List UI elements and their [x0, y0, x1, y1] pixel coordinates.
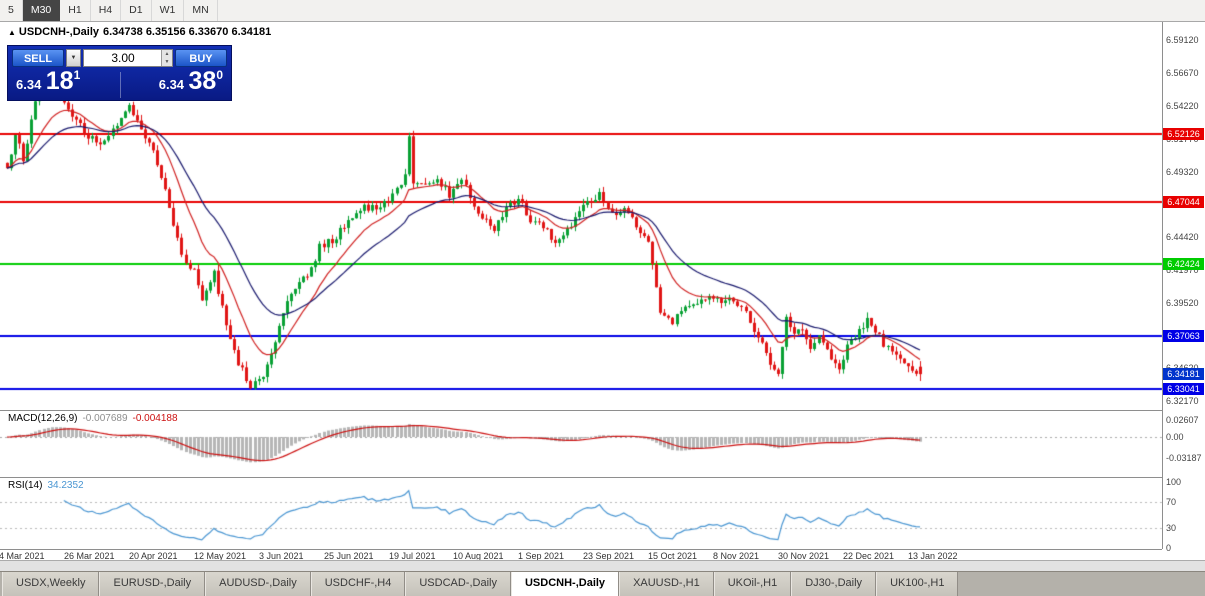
volume-stepper: ▲ ▼ — [161, 50, 172, 66]
date-label: 13 Jan 2022 — [908, 551, 958, 561]
chart-tab-xauusd-h1[interactable]: XAUUSD-,H1 — [619, 572, 714, 596]
sell-price[interactable]: 6.34 181 — [16, 68, 80, 94]
date-label: 25 Jun 2021 — [324, 551, 374, 561]
date-label: 10 Aug 2021 — [453, 551, 504, 561]
volume-input[interactable] — [83, 49, 173, 67]
chart-tab-ukoil-h1[interactable]: UKOil-,H1 — [713, 572, 792, 596]
horizontal-scrollbar[interactable] — [0, 560, 1205, 571]
volume-spin-up-icon[interactable]: ▲ — [161, 50, 172, 58]
chart-tab-usdcad-daily[interactable]: USDCAD-,Daily — [405, 572, 511, 596]
buy-price-pipette: 0 — [216, 68, 223, 82]
timeframe-button-w1[interactable]: W1 — [152, 0, 185, 21]
sell-button[interactable]: SELL — [12, 49, 64, 67]
volume-spin-down-icon[interactable]: ▼ — [161, 58, 172, 66]
chart-tab-uk100-h1[interactable]: UK100-,H1 — [876, 572, 959, 596]
level-price-badge: 6.37063 — [1163, 329, 1204, 342]
sell-price-base: 6.34 — [16, 77, 42, 92]
chart-tab-eurusd-daily[interactable]: EURUSD-,Daily — [99, 572, 206, 596]
date-label: 19 Jul 2021 — [389, 551, 436, 561]
date-label: 8 Nov 2021 — [713, 551, 760, 561]
price-divider — [120, 72, 121, 98]
level-price-badge: 6.52126 — [1163, 128, 1204, 141]
price-axis-label: 6.54220 — [1166, 101, 1199, 112]
chart-tab-usdcnh-daily[interactable]: USDCNH-,Daily — [510, 572, 620, 596]
one-click-collapse-icon[interactable]: ▲ — [8, 28, 16, 37]
rsi-indicator-label: RSI(14) 34.2352 — [8, 480, 84, 491]
one-click-trading-panel: SELL ▼ ▲ ▼ BUY 6.34 181 6.34 380 — [7, 45, 232, 101]
macd-axis-label: 0.00 — [1166, 432, 1184, 442]
price-axis-border[interactable] — [1162, 22, 1163, 549]
date-label: 23 Sep 2021 — [583, 551, 635, 561]
level-price-badge: 6.47044 — [1163, 196, 1204, 209]
price-axis-label: 6.41970 — [1166, 264, 1199, 275]
buy-price-pips: 38 — [188, 67, 217, 95]
date-label: 12 May 2021 — [194, 551, 247, 561]
macd-indicator-label: MACD(12,26,9) -0.007689 -0.004188 — [8, 413, 178, 424]
buy-price[interactable]: 6.34 380 — [159, 68, 223, 94]
chart-title: ▲ USDCNH-,Daily 6.34738 6.35156 6.33670 6.… — [8, 26, 275, 38]
rsi-axis-label: 100 — [1166, 477, 1182, 487]
timeframe-toolbar: 5 M30 H1 H4 D1 W1 MN — [0, 0, 1205, 22]
timeframe-button-m30[interactable]: M30 — [22, 0, 61, 21]
rsi-axis-label: 0 — [1166, 543, 1172, 553]
level-price-badge: 6.33041 — [1163, 383, 1204, 396]
timeframe-button-h4[interactable]: H4 — [91, 0, 122, 21]
date-label: 30 Nov 2021 — [778, 551, 830, 561]
date-label: 15 Oct 2021 — [648, 551, 698, 561]
date-label: 26 Mar 2021 — [64, 551, 115, 561]
chart-symbol-label: USDCNH-,Daily — [18, 26, 99, 38]
date-label: 1 Sep 2021 — [518, 551, 565, 561]
level-price-badge: 6.42424 — [1163, 257, 1204, 270]
order-type-dropdown[interactable]: ▼ — [66, 49, 81, 67]
rsi-axis-label: 70 — [1166, 496, 1177, 507]
buy-price-base: 6.34 — [158, 77, 185, 92]
timeframe-button-5[interactable]: 5 — [0, 0, 23, 21]
timeframe-button-d1[interactable]: D1 — [121, 0, 152, 21]
rsi-axis-label: 30 — [1166, 523, 1177, 534]
price-axis-label: 6.59120 — [1166, 35, 1199, 46]
macd-signal-value: -0.004188 — [132, 413, 178, 424]
macd-name: MACD(12,26,9) — [8, 413, 78, 424]
rsi-value: 34.2352 — [47, 480, 84, 491]
pane-separator-macd[interactable] — [0, 410, 1162, 411]
chart-tab-audusd-daily[interactable]: AUDUSD-,Daily — [205, 572, 311, 596]
timeframe-button-mn[interactable]: MN — [184, 0, 218, 21]
timeframe-button-h1[interactable]: H1 — [60, 0, 91, 21]
sell-price-pips: 18 — [45, 67, 74, 95]
chart-tabs-bar: USDX,Weekly EURUSD-,Daily AUDUSD-,Daily USD… — [0, 571, 1205, 596]
chart-tab-usdchf-h4[interactable]: USDCHF-,H4 — [310, 572, 406, 596]
macd-main-value: -0.007689 — [82, 413, 128, 424]
chart-tab-dj30-daily[interactable]: DJ30-,Daily — [791, 572, 877, 596]
date-label: 4 Mar 2021 — [0, 551, 45, 561]
macd-axis-label: -0.03187 — [1166, 453, 1202, 464]
date-label: 22 Dec 2021 — [843, 551, 895, 561]
date-label: 3 Jun 2021 — [259, 551, 304, 561]
rsi-name: RSI(14) — [8, 480, 43, 491]
pane-separator-rsi[interactable] — [0, 477, 1162, 478]
price-axis-label: 6.49320 — [1166, 166, 1199, 177]
chart-tab-usdx-weekly[interactable]: USDX,Weekly — [2, 572, 100, 596]
chart-ohlc-values: 6.34738 6.35156 6.33670 6.34181 — [103, 26, 272, 38]
pane-separator-time[interactable] — [0, 549, 1162, 550]
price-axis-label: 6.32170 — [1166, 396, 1199, 407]
price-axis-label: 6.44420 — [1166, 232, 1199, 243]
price-axis-label: 6.39520 — [1166, 297, 1199, 308]
current-price-badge: 6.34181 — [1163, 368, 1204, 381]
date-label: 20 Apr 2021 — [129, 551, 178, 561]
price-axis-label: 6.56670 — [1166, 68, 1199, 79]
macd-axis-label: 0.02607 — [1166, 414, 1199, 425]
buy-button[interactable]: BUY — [175, 49, 227, 67]
sell-price-pipette: 1 — [73, 68, 81, 82]
